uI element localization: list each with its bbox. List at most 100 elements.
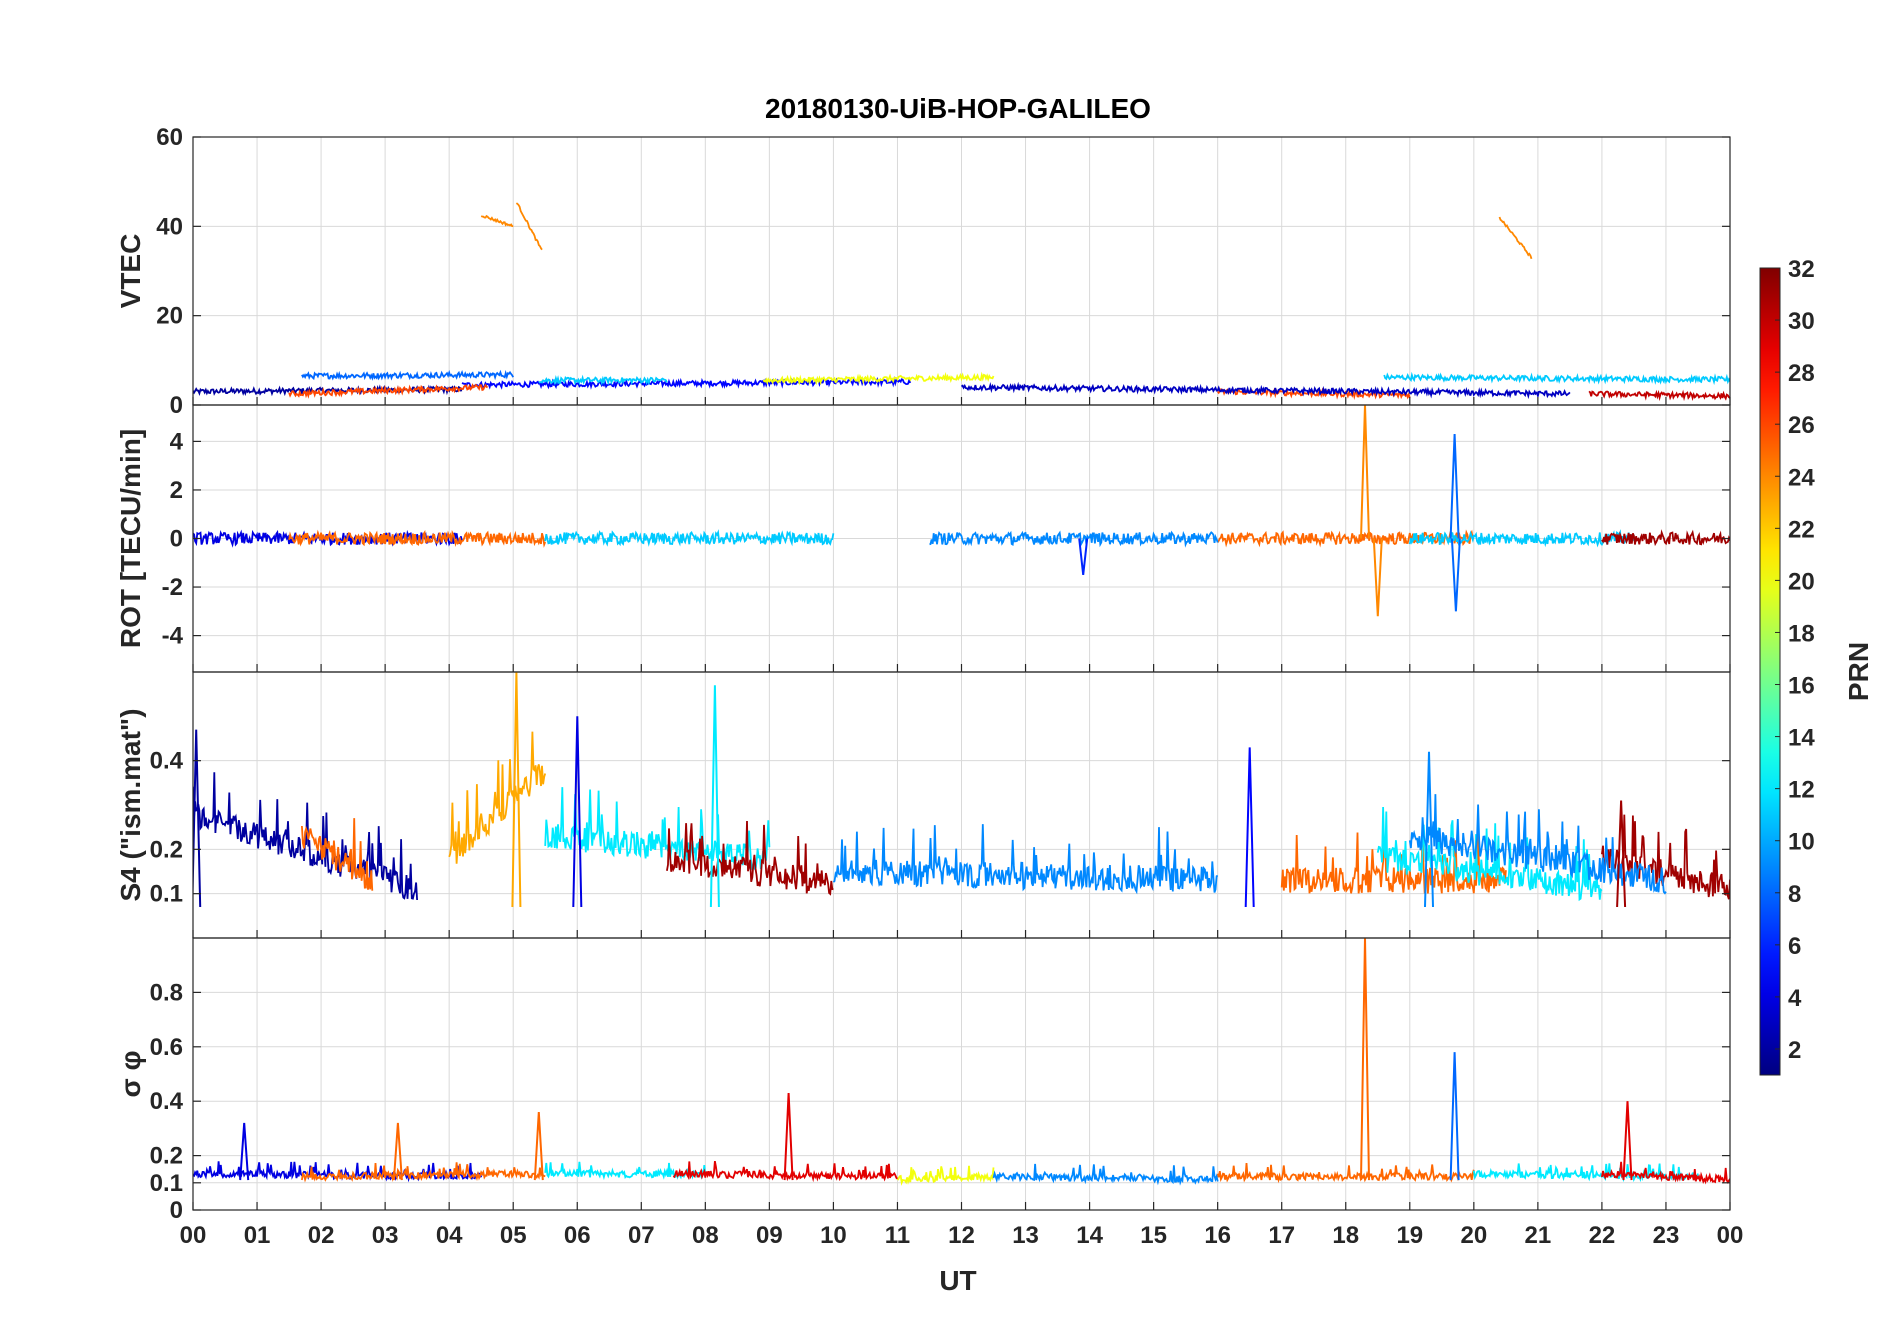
series-prn-11 <box>1383 371 1730 386</box>
x-tick-label: 04 <box>436 1222 463 1249</box>
colorbar-tick-label: 4 <box>1788 985 1802 1012</box>
spike-prn-4 <box>572 716 583 908</box>
series-prn-25 <box>1280 831 1507 894</box>
y-tick-label: 0.4 <box>150 748 184 775</box>
panel-s4-ylabel: S4 ("ism.mat") <box>115 708 146 901</box>
panel-vtec-ylabel: VTEC <box>115 234 146 309</box>
series-prn-12 <box>1472 1163 1699 1183</box>
x-tick-label: 08 <box>692 1222 719 1249</box>
x-tick-label: 00 <box>1717 1222 1744 1249</box>
spike-prn-25 <box>1360 938 1370 1181</box>
spike-prn-12 <box>709 685 720 908</box>
colorbar-tick-label: 6 <box>1788 933 1801 960</box>
series-prn-11 <box>1408 529 1635 548</box>
colorbar-tick-label: 22 <box>1788 516 1815 543</box>
panel-sigma_phi: 00.10.2 0.4 0.6 0.8 σ φ <box>115 937 1731 1224</box>
spike-prn-25 <box>533 1112 544 1181</box>
x-tick-label: 00 <box>180 1222 207 1249</box>
series-prn-30 <box>1588 389 1730 402</box>
x-tick-label: 23 <box>1653 1222 1680 1249</box>
series-prn-24 <box>1498 216 1533 260</box>
y-tick-label: 0.2 <box>150 1143 183 1170</box>
series-prn-9 <box>992 1163 1219 1186</box>
y-tick-label: -4 <box>162 623 184 650</box>
panel-rot-ylabel: ROT [TECU/min] <box>115 429 146 648</box>
spike-prn-6 <box>1078 538 1089 576</box>
y-tick-label: 0 <box>170 392 183 419</box>
y-tick-label: 0.2 <box>150 836 183 863</box>
x-tick-label: 02 <box>308 1222 335 1249</box>
panel-sigma_phi-y-ticks: 00.10.2 0.4 0.6 0.8 <box>150 979 1730 1224</box>
series-prn-25 <box>288 529 547 548</box>
spike-prn-8 <box>1450 538 1461 612</box>
x-tick-label: 18 <box>1332 1222 1359 1249</box>
spike-prn-29 <box>783 1092 794 1181</box>
colorbar-tick-label: 8 <box>1788 881 1801 908</box>
series-prn-31 <box>666 820 834 896</box>
spike-prn-31 <box>1616 800 1627 908</box>
y-tick-label: 20 <box>156 303 183 330</box>
x-tick-label: 21 <box>1525 1222 1552 1249</box>
y-tick-label: 2 <box>170 477 183 504</box>
chart-title: 20180130-UiB-HOP-GALILEO <box>765 93 1151 124</box>
spike-prn-5 <box>1244 747 1255 908</box>
panel-rot-series <box>193 405 1730 617</box>
series-prn-8 <box>301 369 514 381</box>
x-axis: 00 01 02 03 04 05 06 07 08 09 10 11 12 13 14 15 16 17 18 19… <box>180 397 1744 1249</box>
y-tick-label: 0.1 <box>150 881 183 908</box>
series-prn-25 <box>301 1162 546 1183</box>
panel-sigma_phi-series <box>193 938 1730 1186</box>
colorbar-tick-label: 10 <box>1788 829 1815 856</box>
panel-sigma_phi-ylabel: σ φ <box>115 1051 146 1098</box>
series-prn-23 <box>448 731 547 864</box>
x-tick-label: 09 <box>756 1222 783 1249</box>
colorbar-tick-label: 20 <box>1788 568 1815 595</box>
x-tick-label: 22 <box>1589 1222 1616 1249</box>
series-prn-26 <box>288 383 489 399</box>
series-prn-20 <box>763 371 995 386</box>
panel-vtec: 0 20 40 60 VTEC <box>115 124 1731 419</box>
spike-prn-4 <box>239 1122 250 1181</box>
spike-prn-23 <box>511 672 522 908</box>
colorbar-tick-label: 14 <box>1788 725 1815 752</box>
y-tick-label: 0.6 <box>150 1034 183 1061</box>
panel-rot: -4 -2 0 2 4 ROT [TECU/min] <box>115 404 1731 673</box>
x-tick-label: 05 <box>500 1222 527 1249</box>
series-prn-11 <box>544 529 835 547</box>
colorbar-tick-label: 16 <box>1788 673 1815 700</box>
colorbar-gradient <box>1759 267 1781 1076</box>
panel-vtec-y-ticks: 0 20 40 60 <box>156 124 1730 419</box>
colorbar-label: PRN <box>1843 642 1874 701</box>
series-prn-9 <box>832 824 1219 895</box>
colorbar-tick-label: 28 <box>1788 360 1815 387</box>
spike-prn-8 <box>1449 1052 1460 1181</box>
spike-prn-25 <box>392 1122 403 1181</box>
panel-sigma_phi-grid <box>192 938 1731 1211</box>
x-tick-label: 07 <box>628 1222 655 1249</box>
x-tick-label: 13 <box>1012 1222 1039 1249</box>
series-prn-24 <box>480 214 514 227</box>
x-tick-label: 11 <box>885 1222 910 1249</box>
x-tick-label: 15 <box>1140 1222 1167 1249</box>
colorbar-tick-label: 32 <box>1788 256 1815 283</box>
series-prn-25 <box>1216 529 1475 548</box>
series-prn-25 <box>301 818 374 891</box>
y-tick-label: 40 <box>156 213 183 240</box>
series-prn-4 <box>193 529 463 548</box>
y-tick-label: 0.8 <box>150 979 183 1006</box>
panel-s4-series <box>193 672 1730 908</box>
y-tick-label: 0 <box>170 526 183 553</box>
y-tick-label: 60 <box>156 124 183 151</box>
panel-rot-y-ticks: -4 -2 0 2 4 <box>162 428 1730 650</box>
series-prn-31 <box>1601 529 1730 547</box>
spike-prn-24 <box>1372 538 1383 617</box>
series-prn-20 <box>896 1165 995 1186</box>
series-prn-25 <box>1216 1163 1475 1184</box>
x-tick-label: 14 <box>1076 1222 1103 1249</box>
x-axis-label: UT <box>939 1265 976 1296</box>
x-tick-label: 03 <box>372 1222 399 1249</box>
series-prn-12 <box>1376 806 1603 902</box>
